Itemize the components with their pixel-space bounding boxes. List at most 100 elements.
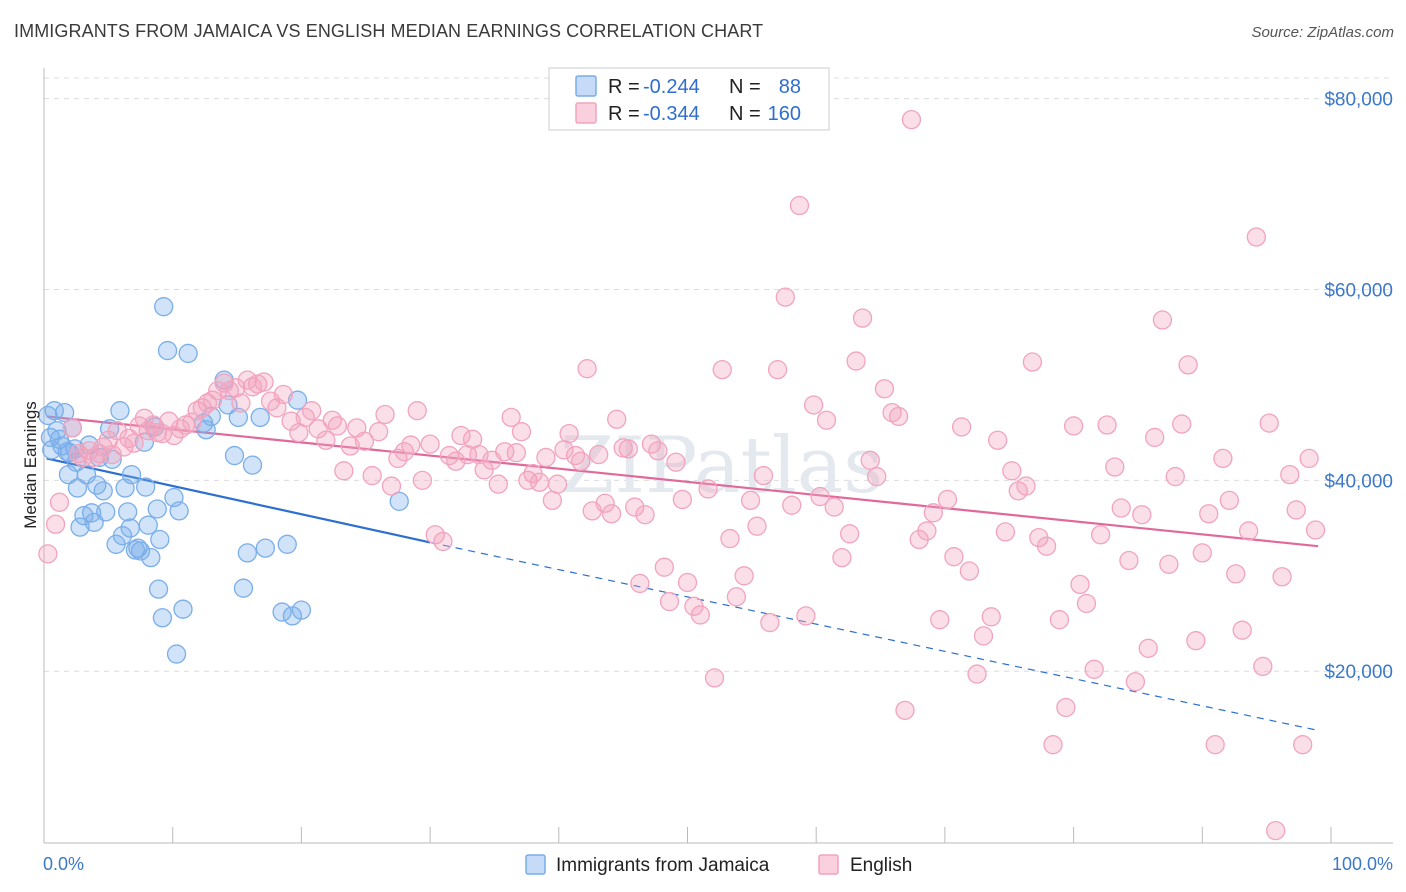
point-s1-168	[1105, 457, 1125, 477]
point-s0-60	[233, 578, 254, 598]
trend-extension-s0	[429, 541, 1319, 731]
point-s1-30	[202, 390, 223, 410]
point-s1-193	[1272, 567, 1292, 587]
series-label-english: English	[850, 855, 912, 876]
point-s1-115	[734, 566, 754, 586]
legend-r-label-2: R =	[608, 103, 640, 125]
point-s1-122	[782, 495, 802, 515]
point-s1-68	[446, 451, 466, 471]
point-s0-33	[121, 464, 142, 485]
point-s1-3	[62, 418, 82, 438]
point-s1-156	[1022, 352, 1043, 372]
point-s1-104	[659, 591, 680, 612]
point-s1-148	[967, 664, 987, 684]
point-s0-66	[277, 534, 297, 554]
point-s1-121	[775, 287, 795, 307]
point-s0-29	[112, 526, 133, 546]
point-s1-160	[1049, 610, 1070, 630]
point-s1-113	[720, 528, 740, 549]
chart-title: IMMIGRANTS FROM JAMAICA VS ENGLISH MEDIA…	[14, 21, 764, 41]
point-s1-110	[698, 479, 718, 499]
point-s1-54	[354, 431, 375, 451]
point-s0-28	[110, 401, 130, 421]
y-tick-label-2: $60,000	[1324, 280, 1393, 301]
point-s1-181	[1192, 543, 1212, 563]
point-s1-124	[796, 606, 816, 626]
point-s0-64	[255, 538, 276, 558]
point-s1-182	[1199, 504, 1219, 524]
point-s0-38	[136, 477, 156, 497]
point-s1-111	[704, 668, 725, 688]
point-s1-173	[1138, 638, 1158, 658]
point-s1-26	[182, 412, 202, 432]
point-s1-34	[226, 378, 246, 398]
legend-n-value-2: 160	[768, 103, 801, 125]
point-s1-179	[1178, 355, 1198, 375]
point-s1-170	[1119, 550, 1139, 571]
point-s0-24	[96, 502, 116, 522]
point-s1-64	[420, 434, 440, 454]
point-s1-90	[577, 359, 597, 379]
y-tick-label-3: $80,000	[1324, 90, 1393, 111]
point-s1-35	[231, 393, 251, 413]
point-s1-175	[1152, 310, 1173, 330]
point-s1-130	[840, 524, 860, 544]
point-s1-178	[1172, 414, 1192, 434]
point-s1-189	[1246, 227, 1267, 247]
point-s1-198	[1305, 520, 1326, 540]
point-s1-98	[625, 497, 645, 517]
point-s1-12	[107, 421, 128, 441]
series-legend: Immigrants from Jamaica English	[525, 854, 912, 876]
point-s1-197	[1299, 448, 1319, 469]
legend-swatch-english	[575, 102, 597, 124]
point-s1-100	[635, 505, 655, 525]
point-s1-39	[254, 372, 274, 392]
point-s1-24	[170, 419, 191, 439]
point-s0-51	[173, 599, 193, 619]
point-s1-1	[45, 514, 66, 534]
point-s1-135	[874, 379, 895, 399]
point-s1-187	[1232, 620, 1252, 640]
point-s0-14	[67, 478, 88, 498]
point-s1-79	[511, 422, 532, 442]
point-s0-16	[74, 506, 94, 526]
point-s1-123	[789, 195, 810, 216]
point-s1-103	[654, 557, 674, 577]
point-s1-49	[322, 410, 342, 430]
point-s0-36	[130, 541, 151, 561]
point-s1-95	[607, 409, 627, 429]
point-s0-23	[93, 481, 113, 501]
point-s1-2	[49, 492, 70, 512]
point-s1-99	[630, 573, 650, 594]
y-tick-labels: $20,000 $40,000 $60,000 $80,000	[1324, 90, 1393, 684]
point-s1-89	[571, 451, 591, 471]
point-s1-106	[672, 489, 693, 510]
point-s1-50	[327, 416, 348, 436]
point-s1-105	[666, 452, 686, 472]
point-s0-69	[291, 600, 312, 620]
point-s0-39	[138, 515, 158, 535]
data-points	[38, 109, 1326, 841]
point-s1-66	[433, 531, 453, 552]
point-s1-143	[930, 610, 950, 630]
point-s1-117	[747, 516, 767, 536]
point-s1-165	[1084, 659, 1104, 679]
point-s1-63	[412, 470, 433, 491]
point-s0-35	[128, 538, 148, 558]
point-s0-50	[169, 501, 189, 521]
series-swatch-english	[818, 854, 839, 875]
point-s1-191	[1259, 413, 1279, 433]
point-s1-15	[124, 433, 144, 453]
point-s1-127	[816, 410, 837, 430]
point-s0-32	[120, 518, 140, 538]
point-s0-58	[224, 445, 245, 466]
point-s1-150	[981, 607, 1001, 627]
point-s1-94	[601, 504, 622, 524]
point-s1-88	[565, 445, 586, 466]
point-s1-186	[1226, 564, 1246, 584]
series-label-jamaica: Immigrants from Jamaica	[556, 855, 770, 876]
point-s1-195	[1286, 500, 1306, 520]
point-s1-97	[618, 439, 638, 459]
point-s1-134	[867, 466, 887, 487]
x-tick-label-end: 100.0%	[1332, 854, 1393, 874]
